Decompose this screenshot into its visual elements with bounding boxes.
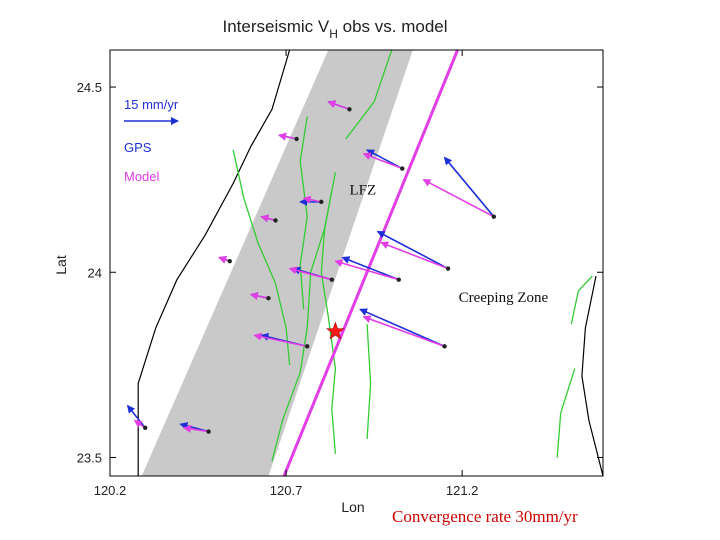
station-4 (299, 195, 324, 206)
gps-vector (341, 256, 400, 281)
station-8 (288, 266, 335, 282)
station-10 (249, 292, 271, 301)
model-vector (253, 332, 308, 348)
station-5 (260, 214, 278, 223)
gps-vector (359, 308, 445, 348)
plot-frame (109, 49, 604, 477)
green-fault-trace-4 (345, 50, 393, 140)
station-point (294, 136, 299, 142)
station-14 (126, 404, 148, 431)
west-coastline (137, 50, 291, 476)
green-fault-trace-6 (556, 368, 576, 458)
gps-vector (376, 230, 449, 270)
axes: 120.2 120.7 121.2 23.5 24 24.5 (77, 49, 604, 498)
model-vector (380, 241, 449, 270)
station-point (319, 199, 324, 205)
green-fault-trace-0 (232, 149, 291, 365)
station-point (273, 218, 278, 223)
model-vector (362, 152, 403, 170)
creeping-band (141, 50, 413, 476)
x-axis-label: Lon (341, 499, 364, 515)
chart-title: Interseismic VH obs vs. model (222, 17, 447, 41)
epicenter-star-icon (325, 321, 345, 340)
model-vector (334, 259, 399, 281)
model-vector (327, 100, 350, 111)
station-point (442, 344, 447, 349)
model-vector (249, 292, 269, 300)
legend-scale-label: 15 mm/yr (124, 97, 179, 112)
model-vector (362, 315, 445, 348)
gps-vector (443, 156, 495, 218)
station-11 (359, 308, 447, 349)
station-point (445, 266, 451, 271)
y-tick-label: 24 (88, 265, 102, 280)
station-point (329, 277, 335, 282)
model-vector (288, 266, 333, 281)
y-axis-label: Lat (53, 255, 69, 275)
station-3 (422, 156, 497, 219)
model-vector (302, 195, 322, 204)
station-point (396, 277, 401, 282)
station-6 (376, 230, 451, 271)
station-1 (278, 132, 299, 142)
fault-line (282, 50, 460, 476)
x-tick-label: 121.2 (446, 483, 479, 498)
legend-model-label: Model (124, 169, 160, 184)
legend-gps-label: GPS (124, 140, 152, 155)
model-vector (278, 132, 297, 141)
station-9 (218, 255, 232, 264)
station-0 (327, 100, 352, 112)
model-vector (260, 214, 276, 223)
station-2 (362, 149, 405, 171)
model-vector (182, 424, 209, 433)
station-12 (253, 332, 310, 349)
x-tick-label: 120.7 (270, 483, 303, 498)
station-point (400, 166, 405, 171)
station-7 (334, 256, 401, 282)
station-point (227, 258, 232, 264)
green-fault-trace-2 (320, 172, 337, 454)
station-point (347, 107, 352, 112)
green-fault-trace-7 (570, 275, 593, 325)
station-point (491, 214, 497, 219)
y-tick-label: 23.5 (77, 450, 102, 465)
annotation-1: Creeping Zone (459, 290, 549, 306)
y-tick-label: 24.5 (77, 80, 102, 95)
station-point (266, 295, 271, 301)
plot-area: LFZ Creeping Zone (126, 50, 603, 476)
station-point (305, 344, 310, 349)
annotation-0: LFZ (349, 182, 376, 198)
station-13 (179, 422, 211, 434)
station-point (143, 425, 148, 431)
convergence-rate-caption: Convergence rate 30mm/yr (392, 507, 578, 526)
station-point (206, 429, 211, 434)
legend: 15 mm/yr GPS Model (124, 97, 179, 184)
green-fault-trace-5 (366, 324, 372, 440)
x-tick-label: 120.2 (94, 483, 127, 498)
gps-vector (126, 404, 146, 429)
green-fault-trace-3 (299, 116, 308, 310)
east-coastline (581, 275, 603, 476)
model-vector (422, 178, 495, 218)
